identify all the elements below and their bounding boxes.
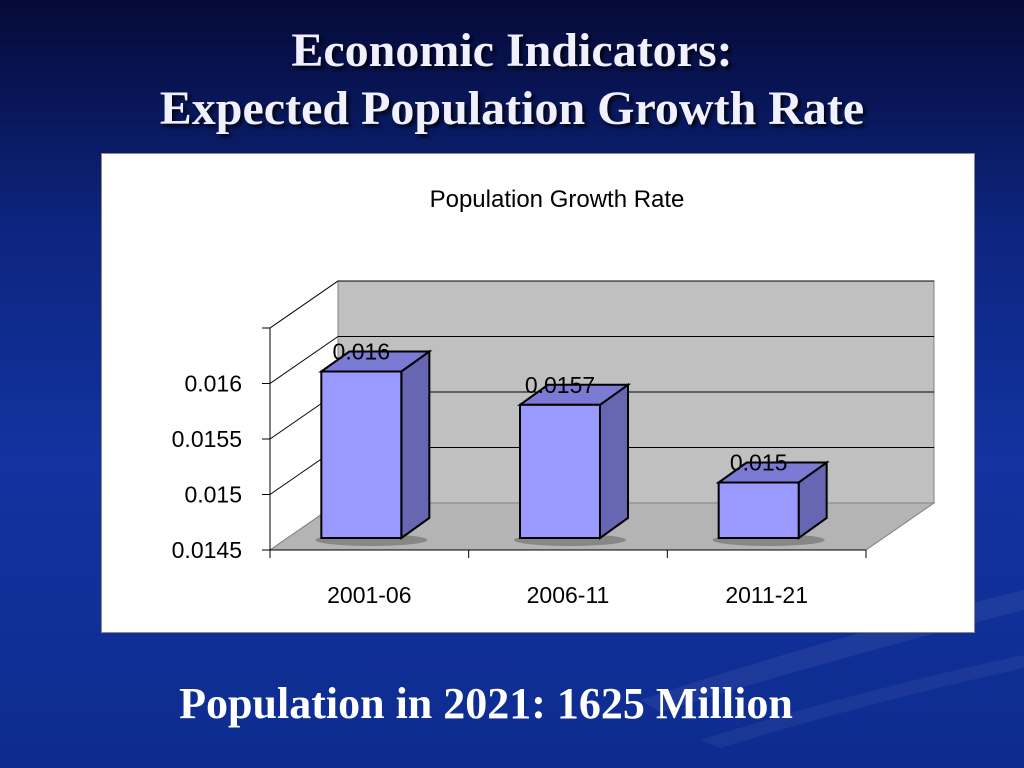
chart-area: Population Growth Rate 0.0145 0.015 0.0155 0… <box>101 153 975 633</box>
x-tick-label: 2001-06 <box>327 582 411 608</box>
chart-title: Population Growth Rate <box>430 186 685 213</box>
population-footer: Population in 2021: 1625 Million <box>179 679 793 728</box>
x-tick-label: 2011-21 <box>725 582 808 608</box>
y-tick-label: 0.015 <box>184 482 242 508</box>
y-tick-label: 0.016 <box>184 371 242 397</box>
bar <box>717 481 800 539</box>
data-label: 0.0157 <box>525 372 595 398</box>
slide-title-line-2: Expected Population Growth Rate <box>159 82 865 135</box>
bar-chart: Population Growth Rate 0.0145 0.015 0.0155 0… <box>172 186 936 608</box>
y-tick-label: 0.0155 <box>172 426 242 452</box>
data-label: 0.016 <box>333 339 391 365</box>
y-tick-label: 0.0145 <box>172 537 242 563</box>
bar-side <box>400 349 431 540</box>
gridline-side <box>269 336 339 384</box>
x-tick-label: 2006-11 <box>527 582 610 608</box>
slide-title: Economic Indicators: Expected Population… <box>0 22 1024 138</box>
bar <box>320 370 403 539</box>
gridline-side <box>269 280 339 329</box>
data-label: 0.015 <box>730 450 788 476</box>
bar-side <box>599 382 629 540</box>
slide-title-line-1: Economic Indicators: <box>291 24 733 77</box>
bar <box>519 403 601 539</box>
